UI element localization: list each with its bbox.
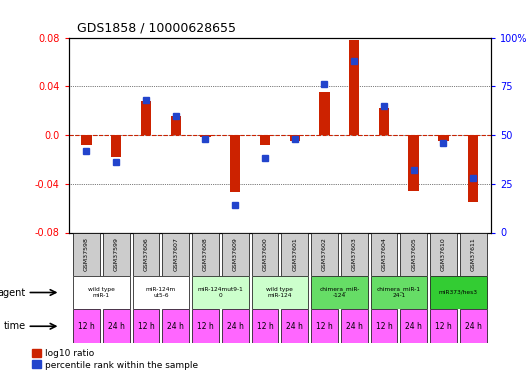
Text: agent: agent (0, 288, 26, 297)
Text: GSM37603: GSM37603 (352, 237, 357, 271)
Bar (409, 135, 419, 191)
FancyBboxPatch shape (162, 309, 189, 343)
FancyBboxPatch shape (133, 232, 159, 276)
Text: 24 h: 24 h (108, 322, 125, 331)
Bar (200, 135, 211, 138)
Text: 24 h: 24 h (286, 322, 303, 331)
Text: 24 h: 24 h (167, 322, 184, 331)
Text: GSM37598: GSM37598 (84, 237, 89, 271)
FancyBboxPatch shape (133, 309, 159, 343)
FancyBboxPatch shape (281, 232, 308, 276)
FancyBboxPatch shape (133, 276, 189, 309)
FancyBboxPatch shape (430, 232, 457, 276)
FancyBboxPatch shape (73, 276, 129, 309)
FancyBboxPatch shape (251, 276, 308, 309)
FancyBboxPatch shape (103, 232, 129, 276)
Bar (81, 135, 92, 145)
FancyBboxPatch shape (400, 309, 427, 343)
Text: wild type
miR-1: wild type miR-1 (88, 287, 115, 298)
FancyBboxPatch shape (371, 232, 398, 276)
Legend: log10 ratio, percentile rank within the sample: log10 ratio, percentile rank within the … (31, 348, 200, 370)
Text: miR373/hes3: miR373/hes3 (439, 290, 478, 295)
FancyBboxPatch shape (400, 232, 427, 276)
FancyBboxPatch shape (460, 309, 487, 343)
Bar (141, 101, 151, 135)
FancyBboxPatch shape (162, 232, 189, 276)
FancyBboxPatch shape (103, 309, 129, 343)
FancyBboxPatch shape (430, 276, 487, 309)
Text: time: time (4, 321, 26, 331)
Text: chimera_miR-
-124: chimera_miR- -124 (319, 286, 360, 298)
Bar (230, 135, 240, 192)
Text: miR-124m
ut5-6: miR-124m ut5-6 (146, 287, 176, 298)
Text: GSM37609: GSM37609 (233, 237, 238, 271)
FancyBboxPatch shape (311, 309, 338, 343)
Text: GSM37608: GSM37608 (203, 237, 208, 271)
Text: 12 h: 12 h (316, 322, 333, 331)
Text: GDS1858 / 10000628655: GDS1858 / 10000628655 (77, 22, 236, 35)
FancyBboxPatch shape (341, 232, 367, 276)
Text: GSM37599: GSM37599 (114, 237, 119, 271)
Text: 24 h: 24 h (406, 322, 422, 331)
Text: 12 h: 12 h (197, 322, 214, 331)
Bar (111, 135, 121, 157)
Text: GSM37601: GSM37601 (292, 237, 297, 271)
Text: 12 h: 12 h (257, 322, 274, 331)
Text: GSM37606: GSM37606 (144, 237, 148, 271)
Bar (468, 135, 478, 202)
FancyBboxPatch shape (73, 232, 100, 276)
Text: 12 h: 12 h (375, 322, 392, 331)
Bar (379, 108, 389, 135)
Text: 12 h: 12 h (78, 322, 95, 331)
FancyBboxPatch shape (341, 309, 367, 343)
FancyBboxPatch shape (311, 276, 367, 309)
FancyBboxPatch shape (371, 276, 427, 309)
Bar (319, 92, 329, 135)
FancyBboxPatch shape (192, 276, 249, 309)
Text: 24 h: 24 h (227, 322, 243, 331)
Text: GSM37600: GSM37600 (262, 237, 268, 271)
FancyBboxPatch shape (222, 232, 249, 276)
Text: GSM37611: GSM37611 (470, 237, 476, 271)
Text: GSM37605: GSM37605 (411, 237, 416, 271)
Text: 24 h: 24 h (346, 322, 363, 331)
FancyBboxPatch shape (311, 232, 338, 276)
Text: GSM37610: GSM37610 (441, 237, 446, 271)
Text: wild type
miR-124: wild type miR-124 (267, 287, 293, 298)
FancyBboxPatch shape (281, 309, 308, 343)
Text: GSM37604: GSM37604 (381, 237, 386, 271)
FancyBboxPatch shape (192, 309, 219, 343)
Bar (171, 116, 181, 135)
FancyBboxPatch shape (222, 309, 249, 343)
Text: 12 h: 12 h (435, 322, 452, 331)
Text: GSM37602: GSM37602 (322, 237, 327, 271)
FancyBboxPatch shape (73, 309, 100, 343)
Bar (438, 135, 449, 141)
FancyBboxPatch shape (251, 309, 278, 343)
Text: 12 h: 12 h (138, 322, 154, 331)
Text: GSM37607: GSM37607 (173, 237, 178, 271)
FancyBboxPatch shape (430, 309, 457, 343)
Bar (349, 40, 360, 135)
Text: 24 h: 24 h (465, 322, 482, 331)
FancyBboxPatch shape (371, 309, 398, 343)
Text: miR-124mut9-1
0: miR-124mut9-1 0 (197, 287, 243, 298)
Bar (260, 135, 270, 145)
Text: chimera_miR-1
24-1: chimera_miR-1 24-1 (377, 286, 421, 298)
FancyBboxPatch shape (460, 232, 487, 276)
Bar (289, 135, 300, 141)
FancyBboxPatch shape (192, 232, 219, 276)
FancyBboxPatch shape (251, 232, 278, 276)
